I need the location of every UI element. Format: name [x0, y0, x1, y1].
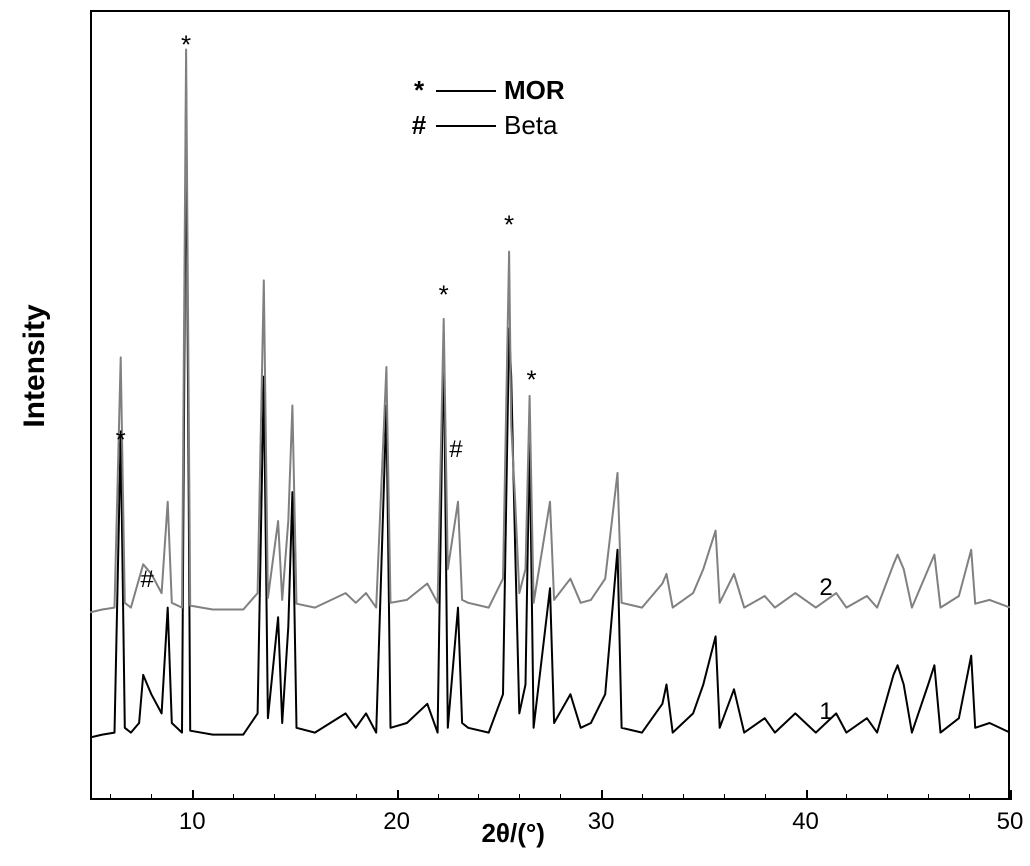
- x-major-tick: [1010, 790, 1012, 800]
- legend-line: [436, 90, 496, 92]
- annotation: *: [181, 30, 191, 61]
- legend-label: MOR: [504, 75, 565, 106]
- legend-line: [436, 125, 496, 127]
- annotation: 1: [819, 698, 832, 726]
- annotation: 2: [819, 574, 832, 602]
- legend-row: * MOR: [410, 75, 565, 106]
- annotation: #: [141, 566, 154, 594]
- annotation: *: [527, 365, 537, 396]
- x-major-tick: [806, 790, 808, 800]
- x-minor-tick: [478, 794, 479, 800]
- y-axis-label: Intensity: [18, 304, 52, 427]
- x-minor-tick: [233, 794, 234, 800]
- x-minor-tick: [928, 794, 929, 800]
- x-tick-label: 40: [792, 808, 819, 836]
- x-minor-tick: [151, 794, 152, 800]
- x-minor-tick: [315, 794, 316, 800]
- annotation: *: [504, 210, 514, 241]
- x-minor-tick: [274, 794, 275, 800]
- x-major-tick: [397, 790, 399, 800]
- x-tick-label: 50: [997, 808, 1024, 836]
- x-minor-tick: [724, 794, 725, 800]
- x-minor-tick: [642, 794, 643, 800]
- x-minor-tick: [560, 794, 561, 800]
- x-tick-label: 10: [179, 808, 206, 836]
- x-tick-label: 30: [588, 808, 615, 836]
- x-major-tick: [601, 790, 603, 800]
- x-minor-tick: [683, 794, 684, 800]
- legend-symbol: #: [410, 110, 428, 141]
- annotation: #: [449, 436, 462, 464]
- x-axis-label: 2θ/(°): [481, 818, 544, 849]
- annotation: *: [439, 280, 449, 311]
- x-minor-tick: [356, 794, 357, 800]
- x-minor-tick: [765, 794, 766, 800]
- x-minor-tick: [110, 794, 111, 800]
- x-minor-tick: [438, 794, 439, 800]
- annotation: *: [116, 425, 126, 456]
- legend-label: Beta: [504, 110, 558, 141]
- x-major-tick: [192, 790, 194, 800]
- x-minor-tick: [519, 794, 520, 800]
- legend: * MOR # Beta: [410, 75, 565, 145]
- series-pattern-1: [90, 88, 1010, 738]
- legend-symbol: *: [410, 75, 428, 106]
- x-minor-tick: [887, 794, 888, 800]
- x-minor-tick: [969, 794, 970, 800]
- x-tick-label: 20: [383, 808, 410, 836]
- x-minor-tick: [846, 794, 847, 800]
- xrd-figure: Intensity * # * * # * * 1 2 * MOR # Beta 10 20 30 40 50…: [0, 0, 1030, 866]
- legend-row: # Beta: [410, 110, 565, 141]
- plot-area: * # * * # * * 1 2 * MOR # Beta: [90, 10, 1010, 800]
